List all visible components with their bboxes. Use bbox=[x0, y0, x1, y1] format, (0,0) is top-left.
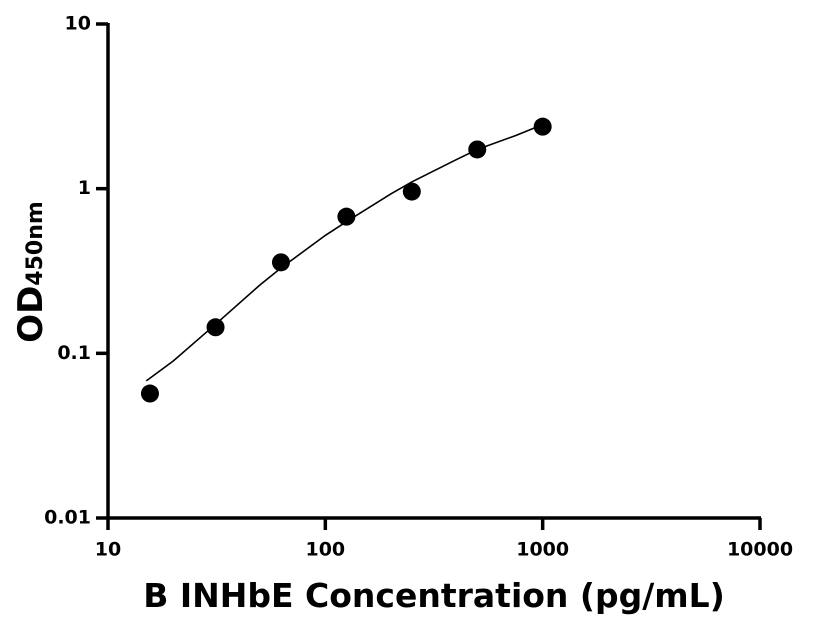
y-axis-label: OD450nm bbox=[11, 201, 51, 343]
y-axis-label-sub: 450nm bbox=[23, 201, 48, 286]
data-point bbox=[533, 117, 552, 136]
data-point bbox=[468, 140, 487, 159]
data-point bbox=[206, 318, 225, 337]
data-point bbox=[337, 207, 356, 226]
y-tick-label: 0.01 bbox=[44, 507, 91, 529]
y-tick-label: 0.1 bbox=[57, 342, 91, 364]
y-tick-label: 1 bbox=[78, 177, 91, 199]
y-tick-label: 10 bbox=[65, 13, 91, 35]
x-tick-label: 100 bbox=[305, 539, 345, 561]
data-point bbox=[271, 253, 290, 272]
x-tick-label: 10000 bbox=[727, 539, 793, 561]
data-point bbox=[140, 384, 159, 403]
x-tick-label: 10 bbox=[95, 539, 121, 561]
y-axis-label-main: OD bbox=[11, 286, 51, 343]
fit-curve bbox=[145, 123, 543, 382]
x-axis-label: B INHbE Concentration (pg/mL) bbox=[143, 576, 725, 615]
data-point bbox=[402, 182, 421, 201]
x-tick-label: 1000 bbox=[516, 539, 569, 561]
